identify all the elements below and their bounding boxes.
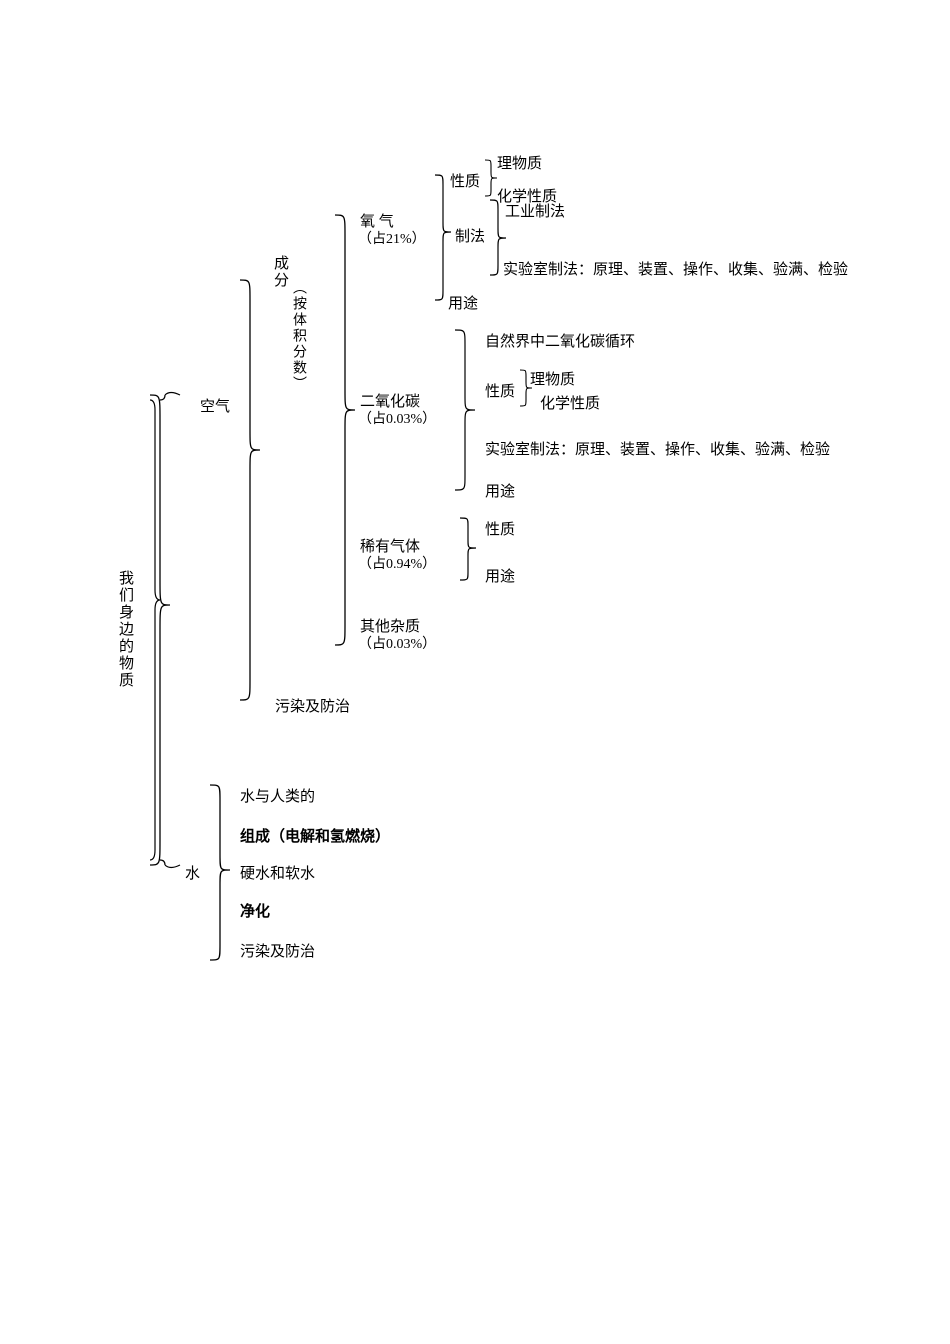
co2-physical: 理物质 xyxy=(530,368,575,389)
air-pollution: 污染及防治 xyxy=(275,695,350,716)
co2-percent: （占0.03%） xyxy=(358,408,436,428)
co2-usage: 用途 xyxy=(485,480,515,501)
water-pollution: 污染及防治 xyxy=(240,940,315,961)
air-label: 空气 xyxy=(200,395,230,416)
co2-chemical: 化学性质 xyxy=(540,392,600,413)
noble-usage: 用途 xyxy=(485,565,515,586)
composition-text: 成分 xyxy=(272,255,288,289)
oxygen-physical: 理物质 xyxy=(497,152,542,173)
co2-lab: 实验室制法：原理、装置、操作、收集、验满、检验 xyxy=(485,438,830,459)
water-purify: 净化 xyxy=(240,900,270,921)
co2-property-label: 性质 xyxy=(485,380,515,401)
composition-note: （按体积分数） xyxy=(288,280,308,392)
oxygen-usage: 用途 xyxy=(448,292,478,313)
co2-nature: 自然界中二氧化碳循环 xyxy=(485,330,635,351)
root-label: 我们身边的物质 xyxy=(115,570,136,689)
diagram-svg xyxy=(0,0,950,1344)
oxygen-percent: （占21%） xyxy=(358,228,426,248)
noble-property: 性质 xyxy=(485,518,515,539)
water-hardsoft: 硬水和软水 xyxy=(240,862,315,883)
oxygen-property-label: 性质 xyxy=(450,170,480,191)
oxygen-method-label: 制法 xyxy=(455,225,485,246)
oxygen-lab: 实验室制法：原理、装置、操作、收集、验满、检验 xyxy=(503,258,848,279)
oxygen-industrial: 工业制法 xyxy=(505,200,565,221)
water-human: 水与人类的 xyxy=(240,785,315,806)
other-percent: （占0.03%） xyxy=(358,633,436,653)
water-composition: 组成（电解和氢燃烧） xyxy=(240,825,390,846)
water-label: 水 xyxy=(185,862,200,883)
noble-percent: （占0.94%） xyxy=(358,553,436,573)
